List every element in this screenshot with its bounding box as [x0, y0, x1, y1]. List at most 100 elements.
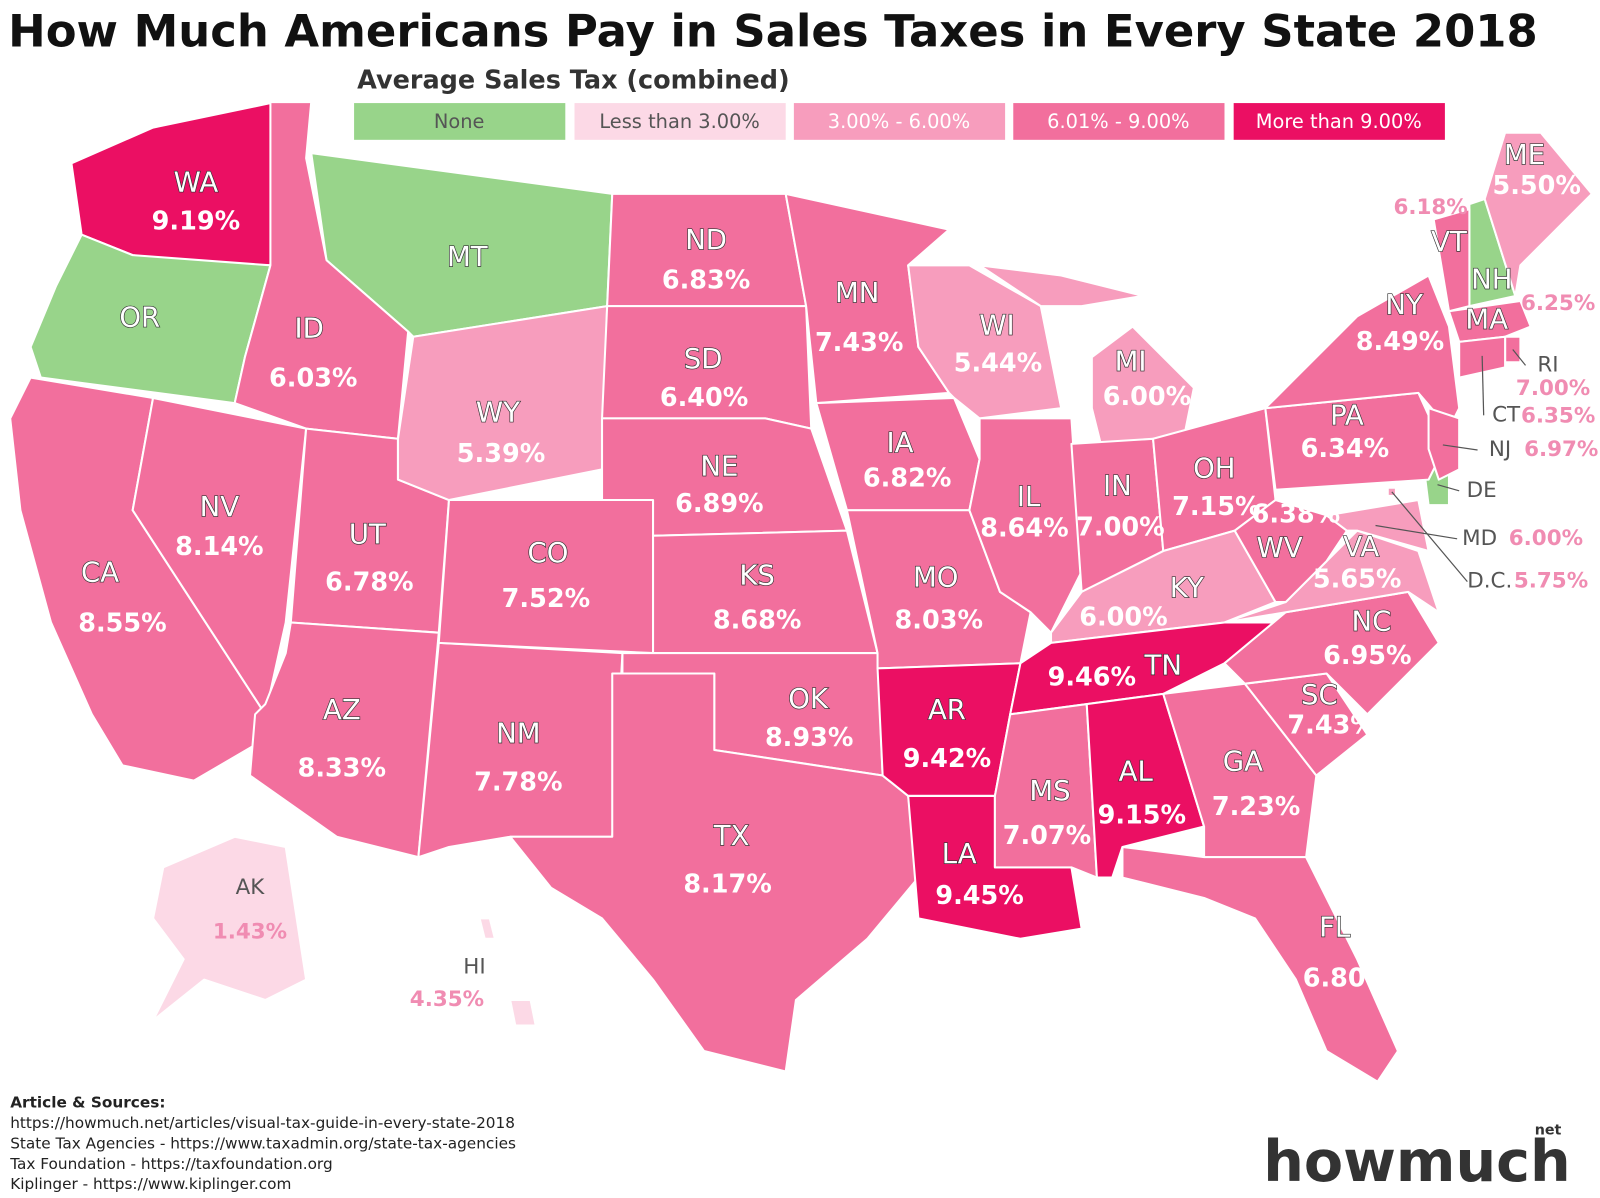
- state-rate: 8.33%: [298, 753, 386, 783]
- state-rate: 8.55%: [78, 609, 166, 639]
- state-rate: 6.40%: [660, 383, 748, 413]
- leader-line: [1391, 491, 1468, 583]
- state-abbr: AZ: [323, 694, 361, 726]
- state-abbr: VT: [1431, 226, 1467, 258]
- state-abbr: CO: [527, 537, 568, 569]
- state-abbr: PA: [1330, 399, 1364, 431]
- legend-swatch: [1233, 103, 1445, 140]
- state-rate: 7.52%: [502, 584, 590, 614]
- state-abbr: NJ: [1489, 437, 1511, 462]
- state-abbr: MA: [1465, 303, 1508, 335]
- state-rate: 5.75%: [1514, 569, 1588, 594]
- state-rate: 6.89%: [675, 489, 763, 519]
- state-rate: 5.39%: [457, 439, 545, 469]
- state-abbr: ID: [295, 313, 324, 345]
- state-rate: 9.46%: [1048, 663, 1136, 693]
- state-abbr: LA: [942, 838, 977, 870]
- state-abbr: AR: [928, 694, 966, 726]
- state-abbr: HI: [463, 954, 485, 979]
- legend-swatch: [574, 103, 786, 140]
- state-rate: 8.93%: [765, 723, 853, 753]
- state-rate: 6.95%: [1323, 641, 1411, 671]
- leader-line: [1437, 484, 1460, 492]
- state-abbr: AK: [236, 875, 266, 900]
- legend-label: None: [434, 110, 485, 133]
- state-abbr: SD: [684, 343, 723, 375]
- state-abbr: MD: [1462, 526, 1497, 551]
- state-rate: 6.82%: [863, 464, 951, 494]
- states: [9, 101, 1593, 1083]
- state-shape: [437, 499, 655, 655]
- state-shape: [1483, 131, 1593, 297]
- state-shape: [417, 641, 624, 859]
- state-abbr: ME: [1504, 139, 1545, 171]
- state-abbr: CA: [81, 556, 119, 588]
- state-abbr: WY: [476, 396, 520, 428]
- state-rate: 9.42%: [903, 744, 991, 774]
- state-rate: 8.14%: [175, 532, 263, 562]
- state-rate: 5.65%: [1313, 565, 1401, 595]
- legend-label: 6.01% - 9.00%: [1047, 110, 1189, 133]
- state-abbr: AL: [1119, 755, 1154, 787]
- sources-heading: Article & Sources:: [10, 1094, 165, 1112]
- legend-label: Less than 3.00%: [599, 110, 759, 133]
- state-abbr: D.C.: [1467, 569, 1512, 594]
- state-rate: 6.25%: [1521, 291, 1595, 316]
- state-shape: [978, 264, 1144, 308]
- state-rate: 7.15%: [1172, 492, 1260, 522]
- state-shape: [1121, 845, 1399, 1083]
- state-abbr: UT: [349, 519, 386, 551]
- state-shape: [1432, 208, 1471, 313]
- state-rate: 7.07%: [1003, 821, 1091, 851]
- state-abbr: TX: [713, 820, 750, 852]
- legend-label: 3.00% - 6.00%: [828, 110, 970, 133]
- state-abbr: KY: [1170, 572, 1204, 604]
- state-shape: [131, 396, 308, 716]
- state-abbr: MN: [835, 277, 879, 309]
- legend-swatch: [354, 103, 566, 140]
- state-abbr: OH: [1193, 452, 1235, 484]
- state-rate: 8.49%: [1356, 327, 1444, 357]
- leader-line: [1442, 444, 1478, 451]
- state-abbr: NV: [200, 491, 240, 523]
- state-shape: [1233, 499, 1348, 604]
- state-rate: 6.38%: [1252, 499, 1340, 529]
- legend-label: More than 9.00%: [1256, 110, 1422, 133]
- state-rate: 6.35%: [1521, 403, 1595, 428]
- state-rate: 6.18%: [1393, 195, 1467, 220]
- state-abbr: MT: [447, 241, 488, 273]
- state-abbr: SC: [1301, 679, 1338, 711]
- state-rate: 8.03%: [895, 605, 983, 635]
- state-rate: 8.64%: [980, 514, 1068, 544]
- state-shape: [152, 835, 308, 1022]
- state-shape: [509, 672, 920, 1073]
- state-shape: [1427, 407, 1461, 481]
- state-shape: [1447, 300, 1532, 343]
- state-rate: 7.43%: [1287, 711, 1375, 741]
- state-rate: 9.15%: [1098, 800, 1186, 830]
- state-shape: [1264, 274, 1461, 430]
- state-rate: 1.43%: [213, 920, 287, 945]
- state-rate: 4.35%: [410, 987, 484, 1012]
- state-rate: 7.00%: [1076, 513, 1164, 543]
- state-rate: 6.83%: [662, 266, 750, 296]
- state-abbr: NM: [496, 718, 540, 750]
- state-abbr: TN: [1144, 649, 1182, 681]
- logo: howmuch: [1263, 1129, 1570, 1195]
- state-abbr: IL: [1017, 481, 1041, 513]
- state-abbr: MI: [1115, 345, 1147, 377]
- state-abbr: GA: [1223, 745, 1263, 777]
- state-rate: 7.23%: [1212, 792, 1300, 822]
- legend-swatch: [793, 103, 1006, 140]
- state-abbr: OK: [788, 683, 829, 715]
- title: How Much Americans Pay in Sales Taxes in…: [8, 5, 1538, 58]
- state-abbr: WA: [174, 167, 219, 199]
- logo-suffix: net: [1535, 1123, 1562, 1139]
- legend-swatch: [1013, 103, 1225, 140]
- source-line: https://howmuch.net/articles/visual-tax-…: [10, 1114, 515, 1132]
- state-rate: 5.44%: [954, 348, 1042, 378]
- state-abbr: WV: [1257, 532, 1303, 564]
- state-abbr: VA: [1343, 531, 1379, 563]
- state-abbr: CT: [1492, 402, 1521, 427]
